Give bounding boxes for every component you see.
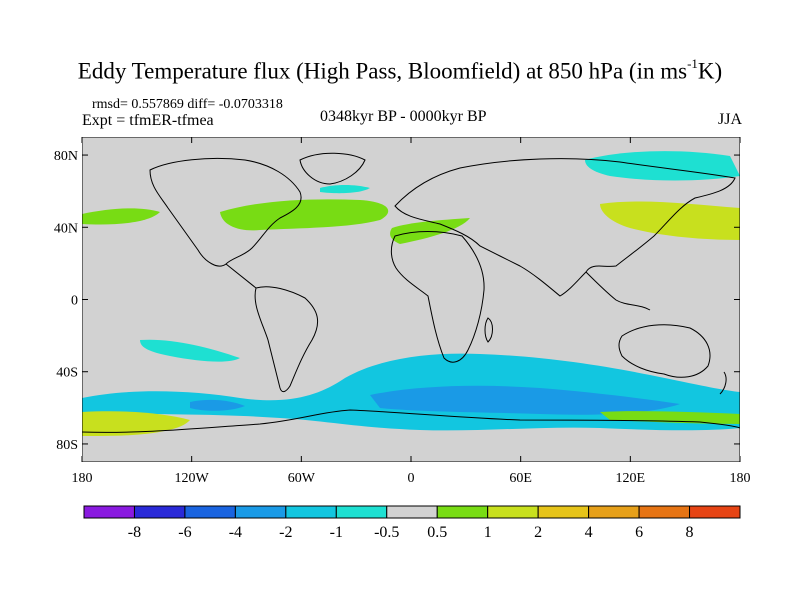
season-label: JJA xyxy=(717,111,742,128)
coast-madagascar xyxy=(484,317,493,343)
colorbar-box xyxy=(638,505,691,519)
colorbar-box xyxy=(234,505,287,519)
colorbar-label: -8 xyxy=(128,524,141,541)
lon-ticks xyxy=(81,137,741,462)
colorbar-label: 2 xyxy=(534,524,542,541)
plot-title: Eddy Temperature flux (High Pass, Bloomf… xyxy=(0,56,800,85)
coast-north-america xyxy=(149,158,302,267)
coast-antarctica xyxy=(82,409,740,433)
lat-tick-label: 80N xyxy=(54,149,78,164)
lon-tick-label: 120E xyxy=(616,471,646,486)
title-unit-end: K) xyxy=(697,58,723,84)
lon-tick-label: 60W xyxy=(288,471,316,486)
colorbar-box xyxy=(285,505,337,519)
lon-tick-label: 0 xyxy=(408,471,415,486)
colorbar-box xyxy=(537,505,590,519)
lon-tick-label: 180 xyxy=(730,471,751,486)
coast-africa xyxy=(390,231,485,363)
coast-australia xyxy=(618,324,711,378)
colorbar-box xyxy=(133,505,186,519)
lat-tick-label: 0 xyxy=(71,294,78,309)
north-cyan-small xyxy=(320,185,370,194)
lon-tick-label: 180 xyxy=(72,471,93,486)
lat-tick-label: 40N xyxy=(54,221,78,236)
coast-new-zealand xyxy=(719,371,727,395)
lat-tick-label: 40S xyxy=(56,366,78,381)
colorbar-box xyxy=(588,505,640,519)
period-label: 0348kyr BP - 0000kyr BP xyxy=(320,108,487,125)
colorbar-label: -4 xyxy=(229,524,242,541)
north-atlantic-green xyxy=(220,199,389,231)
coast-central-america xyxy=(225,263,257,289)
colorbar-label: -1 xyxy=(330,524,343,541)
colorbar-box xyxy=(83,505,135,519)
title-exponent: -1 xyxy=(687,56,698,71)
antarctic-yellow-band-west xyxy=(82,411,190,436)
colorbar-label: -0.5 xyxy=(374,524,399,541)
colorbar-label: 0.5 xyxy=(427,524,447,541)
colorbar-label: -6 xyxy=(178,524,191,541)
colorbar-labels: -8 -6 -4 -2 -1 -0.5 0.5 1 2 4 6 8 xyxy=(128,524,694,541)
colorbar-box xyxy=(689,505,741,519)
lon-tick-label: 120W xyxy=(175,471,210,486)
colorbar-label: -2 xyxy=(279,524,292,541)
colorbar xyxy=(83,505,741,519)
title-main: Eddy Temperature flux (High Pass, Bloomf… xyxy=(77,58,688,84)
colorbar-box xyxy=(487,505,539,519)
colorbar-box xyxy=(386,505,438,519)
map-panel xyxy=(82,137,740,462)
north-pacific-green xyxy=(82,208,160,225)
coastlines xyxy=(82,152,740,433)
mediterranean-green xyxy=(390,218,470,244)
stats-line: rmsd= 0.557869 diff= -0.0703318 xyxy=(92,97,283,112)
colorbar-box xyxy=(436,505,489,519)
north-pacific-east-yellow xyxy=(600,201,740,240)
coast-greenland xyxy=(299,152,366,185)
coast-europe-asia xyxy=(394,158,736,297)
lat-tick-labels: 80N 40N 0 40S 80S xyxy=(54,149,78,453)
southern-ocean-blue-west xyxy=(190,399,245,411)
lon-tick-label: 60E xyxy=(509,471,532,486)
south-pacific-light-cyan xyxy=(140,339,240,362)
coast-southeast-asia xyxy=(585,271,651,311)
colorbar-label: 6 xyxy=(635,524,643,541)
colorbar-label: 1 xyxy=(484,524,492,541)
colorbar-label: 8 xyxy=(686,524,694,541)
lon-tick-labels: 180 120W 60W 0 60E 120E 180 xyxy=(72,471,751,486)
coast-south-america xyxy=(254,286,319,393)
experiment-label: Expt = tfmER-tfmea xyxy=(82,112,214,129)
colorbar-box xyxy=(335,505,388,519)
southern-ocean-blue xyxy=(370,385,680,415)
colorbar-box xyxy=(184,505,236,519)
colorbar-label: 4 xyxy=(585,524,593,541)
lat-ticks xyxy=(82,154,740,445)
lat-tick-label: 80S xyxy=(56,438,78,453)
